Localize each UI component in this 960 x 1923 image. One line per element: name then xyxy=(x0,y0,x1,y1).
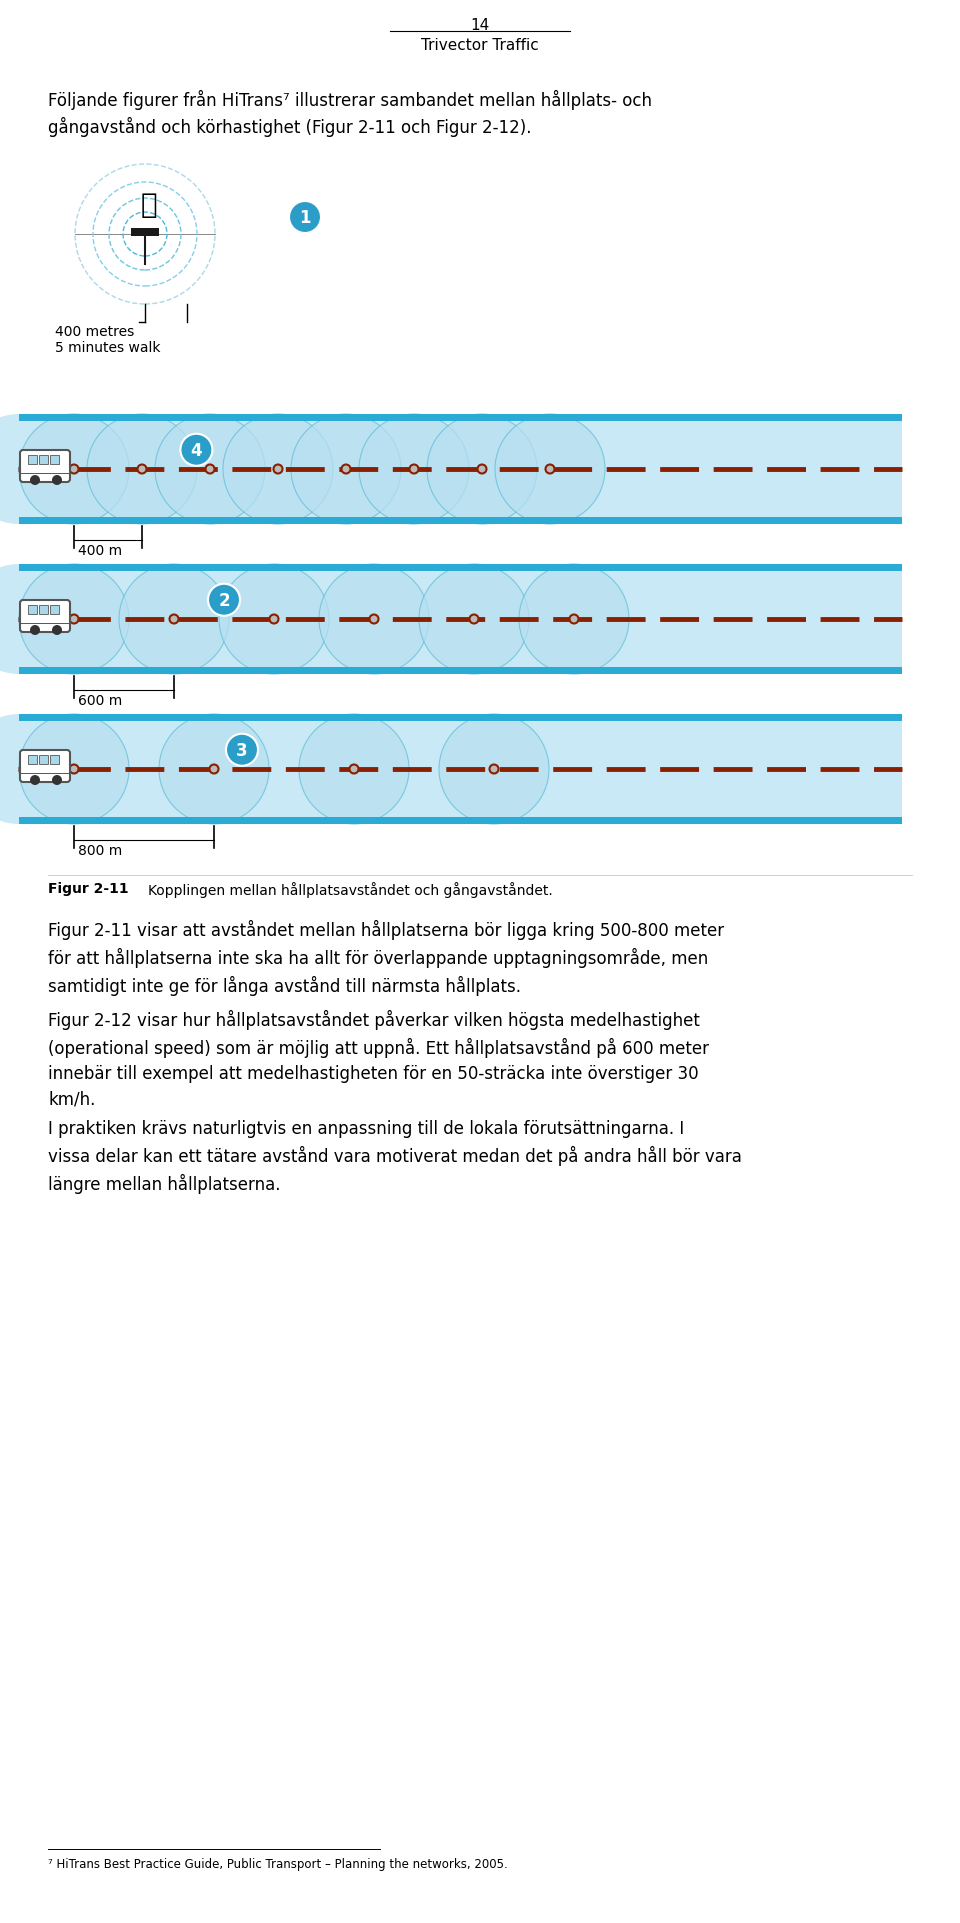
Bar xyxy=(39,606,48,615)
Circle shape xyxy=(289,202,321,235)
Circle shape xyxy=(52,625,62,637)
Text: 2: 2 xyxy=(218,592,229,610)
Circle shape xyxy=(219,565,329,675)
Text: 3: 3 xyxy=(236,742,248,760)
Circle shape xyxy=(69,465,79,475)
Circle shape xyxy=(180,435,212,467)
Circle shape xyxy=(299,715,409,825)
Bar xyxy=(50,756,59,765)
Bar xyxy=(19,715,902,825)
FancyBboxPatch shape xyxy=(20,450,70,483)
Text: Trivector Traffic: Trivector Traffic xyxy=(421,38,539,54)
Circle shape xyxy=(0,715,74,825)
Text: Figur 2-11 visar att avståndet mellan hållplatserna bör ligga kring 500-800 mete: Figur 2-11 visar att avståndet mellan hå… xyxy=(48,919,724,996)
Bar xyxy=(19,667,902,675)
Text: 4: 4 xyxy=(191,442,203,460)
Circle shape xyxy=(30,625,40,637)
Text: Figur 2-12 visar hur hållplatsavståndet påverkar vilken högsta medelhastighet
(o: Figur 2-12 visar hur hållplatsavståndet … xyxy=(48,1010,709,1108)
Circle shape xyxy=(119,565,229,675)
Bar xyxy=(39,456,48,465)
Circle shape xyxy=(52,475,62,487)
Circle shape xyxy=(30,475,40,487)
Text: ⁷ HiTrans Best Practice Guide, Public Transport – Planning the networks, 2005.: ⁷ HiTrans Best Practice Guide, Public Tr… xyxy=(48,1858,508,1869)
Circle shape xyxy=(569,615,579,625)
Circle shape xyxy=(274,465,282,475)
Circle shape xyxy=(159,715,269,825)
Bar xyxy=(19,415,902,421)
Circle shape xyxy=(226,735,258,767)
Text: 5 minutes walk: 5 minutes walk xyxy=(55,340,160,356)
Circle shape xyxy=(469,615,478,625)
Circle shape xyxy=(359,415,469,525)
Circle shape xyxy=(427,415,537,525)
Text: 1: 1 xyxy=(300,210,311,227)
Bar xyxy=(50,456,59,465)
Bar xyxy=(19,817,902,825)
Circle shape xyxy=(439,715,549,825)
Circle shape xyxy=(519,565,629,675)
Circle shape xyxy=(170,615,179,625)
Text: Följande figurer från HiTrans⁷ illustrerar sambandet mellan hållplats- och
gånga: Följande figurer från HiTrans⁷ illustrer… xyxy=(48,90,652,137)
Circle shape xyxy=(52,775,62,787)
Circle shape xyxy=(410,465,419,475)
Text: 400 m: 400 m xyxy=(78,544,122,558)
Bar xyxy=(28,756,37,765)
Bar xyxy=(50,606,59,615)
Circle shape xyxy=(490,765,498,775)
Text: I praktiken krävs naturligtvis en anpassning till de lokala förutsättningarna. I: I praktiken krävs naturligtvis en anpass… xyxy=(48,1119,742,1194)
Circle shape xyxy=(19,565,129,675)
Circle shape xyxy=(291,415,401,525)
FancyBboxPatch shape xyxy=(20,750,70,783)
Text: 🚶: 🚶 xyxy=(141,190,157,219)
Circle shape xyxy=(495,415,605,525)
Bar xyxy=(39,756,48,765)
Circle shape xyxy=(342,465,350,475)
Circle shape xyxy=(205,465,214,475)
Circle shape xyxy=(208,585,240,617)
Bar xyxy=(28,456,37,465)
Circle shape xyxy=(87,415,197,525)
Bar xyxy=(131,229,159,237)
Bar xyxy=(19,715,902,721)
Circle shape xyxy=(0,565,74,675)
Circle shape xyxy=(137,465,147,475)
Circle shape xyxy=(19,415,129,525)
Text: Figur 2-11: Figur 2-11 xyxy=(48,881,129,896)
Text: 600 m: 600 m xyxy=(78,694,122,708)
Bar xyxy=(19,565,902,675)
Circle shape xyxy=(223,415,333,525)
Circle shape xyxy=(19,715,129,825)
Circle shape xyxy=(349,765,358,775)
Circle shape xyxy=(270,615,278,625)
Bar xyxy=(19,517,902,525)
Circle shape xyxy=(477,465,487,475)
Circle shape xyxy=(419,565,529,675)
Circle shape xyxy=(69,765,79,775)
FancyBboxPatch shape xyxy=(20,600,70,633)
Circle shape xyxy=(155,415,265,525)
Text: 400 metres: 400 metres xyxy=(55,325,134,338)
Circle shape xyxy=(0,415,74,525)
Circle shape xyxy=(319,565,429,675)
Circle shape xyxy=(30,775,40,787)
Circle shape xyxy=(209,765,219,775)
Bar xyxy=(28,606,37,615)
Circle shape xyxy=(545,465,555,475)
Circle shape xyxy=(69,615,79,625)
Text: 14: 14 xyxy=(470,17,490,33)
Text: 800 m: 800 m xyxy=(78,844,122,858)
Circle shape xyxy=(370,615,378,625)
Bar xyxy=(19,565,902,571)
Text: Kopplingen mellan hållplatsavståndet och gångavståndet.: Kopplingen mellan hållplatsavståndet och… xyxy=(148,881,553,898)
Bar xyxy=(19,415,902,525)
